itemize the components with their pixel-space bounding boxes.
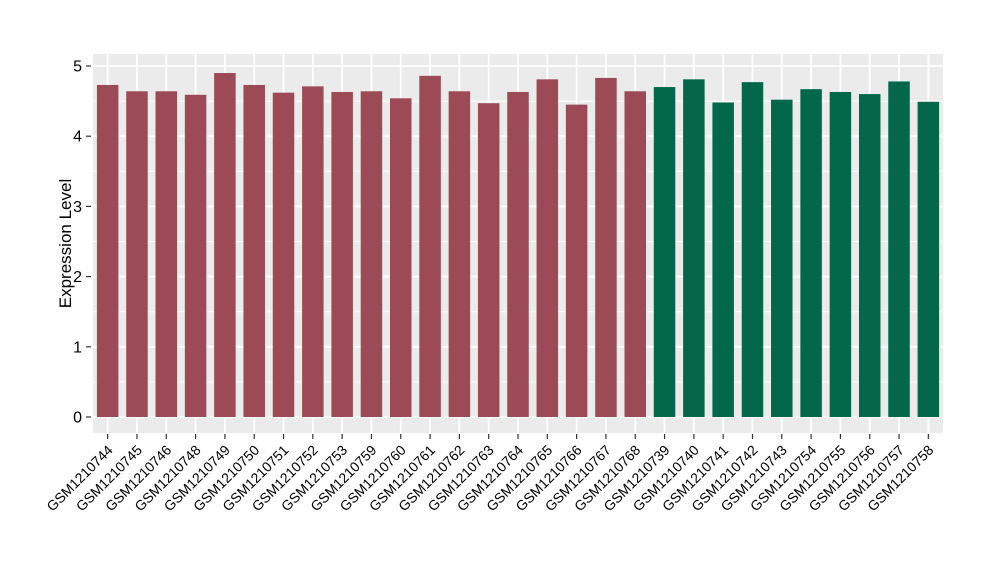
y-tick-label: 0 xyxy=(73,410,82,427)
y-tick-label: 4 xyxy=(73,129,82,146)
y-tick-label: 3 xyxy=(73,199,82,216)
bar-GSM1210767 xyxy=(595,77,617,418)
bar-GSM1210743 xyxy=(771,99,793,418)
bar-GSM1210758 xyxy=(917,101,940,417)
bar-GSM1210762 xyxy=(448,91,471,417)
bar-GSM1210746 xyxy=(155,91,178,417)
bar-GSM1210748 xyxy=(184,94,207,418)
bar-GSM1210756 xyxy=(858,94,881,417)
bar-GSM1210765 xyxy=(536,79,559,417)
bar-GSM1210757 xyxy=(888,81,910,417)
bar-GSM1210752 xyxy=(302,86,324,417)
bar-GSM1210744 xyxy=(96,84,119,417)
bar-GSM1210761 xyxy=(419,75,441,417)
bar-GSM1210745 xyxy=(126,91,148,417)
bar-GSM1210749 xyxy=(214,73,236,418)
y-axis-label: Expression Level xyxy=(56,179,75,308)
bar-GSM1210768 xyxy=(624,91,646,417)
bar-GSM1210753 xyxy=(331,91,353,417)
bar-GSM1210755 xyxy=(829,91,852,417)
bar-GSM1210754 xyxy=(800,89,822,417)
y-tick-label: 5 xyxy=(73,59,82,76)
bar-GSM1210740 xyxy=(683,79,705,417)
bar-GSM1210760 xyxy=(390,98,412,418)
bar-GSM1210739 xyxy=(653,87,676,417)
y-tick-label: 1 xyxy=(73,339,82,356)
bar-GSM1210766 xyxy=(565,104,588,418)
bar-GSM1210742 xyxy=(741,82,764,418)
bar-GSM1210751 xyxy=(272,92,295,418)
bar-GSM1210741 xyxy=(712,102,734,417)
bar-GSM1210759 xyxy=(360,91,383,417)
bar-GSM1210750 xyxy=(243,84,265,417)
bar-GSM1210764 xyxy=(507,91,529,417)
y-tick-label: 2 xyxy=(73,269,82,286)
bar-GSM1210763 xyxy=(477,103,500,418)
